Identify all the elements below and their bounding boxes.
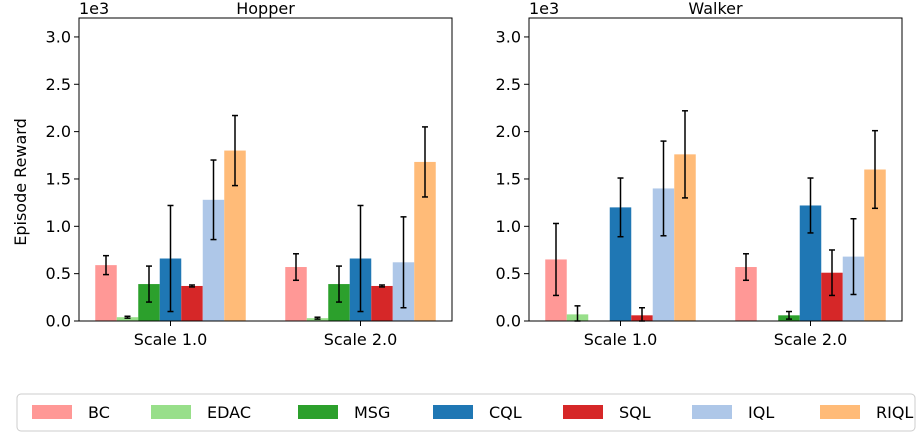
error-bar-cql-1 — [807, 177, 814, 234]
error-bar-riql-1 — [422, 126, 428, 198]
y-tick-label: 2.5 — [496, 75, 521, 94]
walker-y-ticks: 0.0 0.5 1.0 1.5 2.0 2.5 3.0 — [496, 27, 529, 331]
error-bar-edac-0 — [124, 315, 131, 319]
legend-swatch — [820, 405, 860, 419]
legend-swatch — [563, 405, 603, 419]
walker-y-multiplier: 1e3 — [529, 0, 559, 18]
hopper-y-multiplier: 1e3 — [79, 0, 109, 18]
legend-label: SQL — [619, 403, 651, 422]
walker-bars — [545, 154, 886, 322]
bar-bc-1 — [735, 267, 757, 321]
hopper-y-ticks: 0.0 0.5 1.0 1.5 2.0 2.5 3.0 — [46, 27, 79, 331]
legend-item-edac: EDAC — [151, 403, 251, 422]
y-tick-label: 0.0 — [46, 312, 71, 331]
error-bar-sql-1 — [829, 249, 835, 297]
hopper-x-ticks: Scale 1.0 Scale 2.0 — [134, 321, 398, 349]
error-bar-riql-1 — [872, 129, 878, 210]
error-bar-msg-1 — [336, 265, 342, 303]
bar-iql-0 — [652, 188, 675, 321]
legend-label: CQL — [489, 403, 522, 422]
bar-bc-0 — [95, 265, 117, 321]
bar-cql-0 — [609, 207, 632, 322]
bar-iql-0 — [202, 199, 225, 321]
legend-label: EDAC — [207, 403, 251, 422]
y-tick-label: 0.0 — [496, 312, 521, 331]
x-tick-label: Scale 2.0 — [774, 330, 848, 349]
legend-item-msg: MSG — [298, 403, 390, 422]
legend-item-riql: RIQL — [820, 403, 913, 422]
bar-edac-0 — [116, 317, 139, 321]
legend-item-bc: BC — [32, 403, 110, 422]
y-tick-label: 0.5 — [496, 264, 521, 283]
bar-bc-1 — [285, 267, 307, 321]
error-bar-sql-0 — [189, 284, 195, 288]
bar-riql-1 — [864, 169, 886, 321]
y-tick-label: 3.0 — [46, 27, 71, 46]
error-bar-msg-1 — [786, 310, 792, 320]
legend-swatch — [298, 405, 338, 419]
hopper-title: Hopper — [236, 0, 295, 18]
error-bar-cql-0 — [617, 177, 624, 238]
y-tick-label: 0.5 — [46, 264, 71, 283]
walker-x-ticks: Scale 1.0 Scale 2.0 — [584, 321, 848, 349]
walker-title: Walker — [688, 0, 743, 18]
bar-sql-1 — [821, 272, 843, 321]
error-bar-cql-0 — [167, 204, 174, 313]
error-bar-edac-1 — [314, 316, 321, 320]
x-tick-label: Scale 1.0 — [134, 330, 208, 349]
bar-riql-1 — [414, 161, 436, 321]
error-bar-bc-0 — [553, 222, 559, 297]
y-axis-label: Episode Reward — [11, 118, 30, 246]
legend-label: IQL — [748, 403, 774, 422]
legend-swatch — [32, 405, 72, 419]
error-bar-iql-0 — [660, 140, 667, 237]
error-bar-sql-1 — [379, 284, 385, 288]
y-tick-label: 1.5 — [496, 169, 521, 188]
bar-riql-0 — [224, 150, 246, 321]
legend: BC EDAC MSG CQL SQL IQL RIQL — [16, 393, 916, 432]
legend-item-cql: CQL — [433, 403, 522, 422]
hopper-axes-frame — [78, 17, 453, 322]
error-bar-bc-1 — [293, 253, 299, 282]
bar-sql-1 — [371, 285, 393, 321]
error-bar-iql-1 — [400, 216, 407, 309]
legend-label: BC — [88, 403, 110, 422]
legend-swatch — [433, 405, 473, 419]
error-bar-bc-1 — [743, 253, 749, 282]
error-bar-iql-0 — [210, 159, 217, 241]
bar-cql-1 — [799, 205, 822, 321]
y-tick-label: 2.5 — [46, 75, 71, 94]
legend-label: RIQL — [876, 403, 913, 422]
error-bar-cql-1 — [357, 204, 364, 313]
legend-swatch — [692, 405, 732, 419]
legend-item-sql: SQL — [563, 403, 651, 422]
x-tick-label: Scale 2.0 — [324, 330, 398, 349]
hopper-error-bars — [103, 114, 428, 320]
hopper-chart: 0.0 0.5 1.0 1.5 2.0 2.5 3.0 Scale 1.0 Scale 2.0… — [46, 0, 453, 349]
error-bar-iql-1 — [850, 217, 857, 296]
y-tick-label: 1.0 — [46, 217, 71, 236]
y-tick-label: 2.0 — [46, 122, 71, 141]
error-bar-riql-0 — [682, 110, 688, 199]
legend-item-iql: IQL — [692, 403, 774, 422]
legend-label: MSG — [354, 403, 390, 422]
walker-axes-frame — [528, 17, 903, 322]
bar-riql-0 — [674, 154, 696, 321]
y-tick-label: 1.0 — [496, 217, 521, 236]
y-tick-label: 2.0 — [496, 122, 521, 141]
legend-swatch — [151, 405, 191, 419]
y-tick-label: 1.5 — [46, 169, 71, 188]
bar-sql-0 — [181, 285, 203, 321]
error-bar-bc-0 — [103, 254, 109, 276]
y-tick-label: 3.0 — [496, 27, 521, 46]
walker-chart: 0.0 0.5 1.0 1.5 2.0 2.5 3.0 Scale 1.0 Scale 2.0… — [496, 0, 903, 349]
x-tick-label: Scale 1.0 — [584, 330, 658, 349]
error-bar-msg-0 — [146, 265, 152, 303]
error-bar-riql-0 — [232, 114, 238, 187]
legend-items: BC EDAC MSG CQL SQL IQL RIQL — [32, 403, 913, 422]
